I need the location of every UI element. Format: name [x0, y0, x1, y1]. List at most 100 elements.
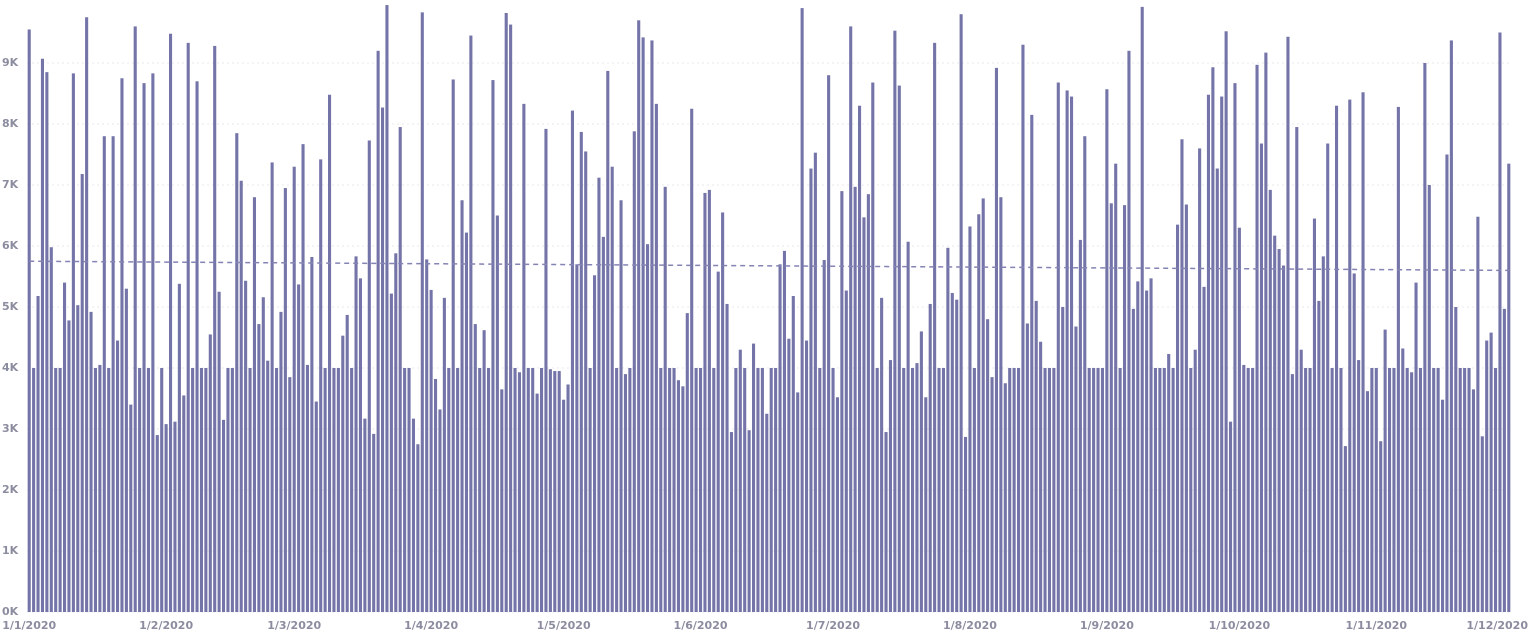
- x-tick-label: 1/6/2020: [674, 619, 728, 632]
- bar: [62, 282, 67, 612]
- bar: [385, 5, 389, 613]
- bar: [1432, 368, 1436, 612]
- bar: [85, 17, 89, 612]
- bar: [266, 360, 270, 612]
- bar: [376, 50, 380, 613]
- bar: [1405, 368, 1409, 612]
- bar: [725, 303, 729, 612]
- bar: [1065, 90, 1069, 612]
- bar: [482, 330, 486, 612]
- bar: [610, 166, 614, 612]
- bar: [1003, 383, 1007, 612]
- bar: [1467, 368, 1471, 612]
- bar: [1273, 235, 1277, 612]
- bar: [32, 368, 36, 612]
- bar: [49, 247, 53, 612]
- bar: [336, 368, 340, 612]
- bar: [160, 368, 164, 612]
- bar: [619, 200, 623, 612]
- bar: [279, 311, 283, 612]
- bar: [1259, 143, 1264, 612]
- bar: [98, 364, 102, 612]
- bar: [469, 35, 473, 613]
- bar: [358, 278, 363, 612]
- bar: [217, 291, 221, 612]
- bar: [698, 368, 703, 612]
- bar: [703, 192, 707, 612]
- bar: [36, 296, 40, 612]
- bar: [1458, 368, 1462, 612]
- bar: [380, 107, 385, 612]
- bar: [155, 435, 159, 612]
- bar: [394, 253, 398, 612]
- y-tick-label: 2K: [2, 483, 19, 496]
- bar: [800, 8, 804, 613]
- bar: [955, 299, 959, 612]
- bar: [650, 40, 654, 613]
- x-tick-label: 1/2/2020: [139, 619, 193, 632]
- labels: 0K 1K 2K 3K 4K 5K 6K 7K 8K 9K 1/1/2020 1/2/2020 1/3/…: [2, 56, 1528, 632]
- bar: [796, 392, 800, 612]
- bar: [1445, 154, 1449, 612]
- bar: [1056, 82, 1060, 612]
- bar: [963, 436, 968, 612]
- bar: [1149, 278, 1153, 612]
- bar: [570, 110, 575, 612]
- bar: [341, 335, 345, 612]
- bar: [685, 313, 689, 612]
- x-tick-label: 1/3/2020: [267, 619, 321, 632]
- bar: [1489, 332, 1493, 612]
- bar: [1109, 203, 1113, 613]
- bar: [504, 12, 508, 613]
- bar: [977, 214, 981, 612]
- bar: [1246, 368, 1250, 612]
- bar: [460, 200, 464, 612]
- x-tick-label: 1/10/2020: [1209, 619, 1271, 632]
- bar: [813, 152, 817, 613]
- bar: [548, 369, 552, 612]
- y-tick-label: 7K: [2, 178, 19, 191]
- bar: [1153, 368, 1158, 612]
- bar: [1008, 368, 1012, 612]
- bar: [252, 197, 257, 612]
- bar: [425, 259, 429, 612]
- bar: [645, 244, 650, 613]
- bar: [787, 338, 791, 612]
- bar: [539, 368, 544, 612]
- bar: [756, 368, 760, 612]
- bar: [588, 368, 592, 612]
- bar: [1502, 308, 1506, 612]
- bar: [1052, 368, 1056, 612]
- bar: [1379, 441, 1383, 612]
- bar: [327, 94, 332, 613]
- bar: [623, 374, 628, 612]
- bar: [1401, 348, 1405, 612]
- bar: [1440, 399, 1445, 612]
- bar: [906, 241, 910, 613]
- bar: [1463, 368, 1467, 612]
- bar: [857, 105, 862, 612]
- bar: [411, 418, 416, 612]
- bar: [429, 289, 433, 612]
- bar: [924, 397, 928, 612]
- bar: [818, 368, 822, 612]
- bar: [213, 45, 217, 613]
- bar: [45, 72, 49, 612]
- bar: [115, 340, 120, 612]
- bar: [1087, 368, 1091, 612]
- bar: [531, 368, 535, 612]
- bar: [1193, 349, 1197, 612]
- bar: [1374, 368, 1378, 612]
- bar: [862, 217, 866, 612]
- x-tick-label: 1/12/2020: [1466, 619, 1528, 632]
- bar: [350, 368, 354, 612]
- bar: [1493, 368, 1498, 612]
- bar: [182, 395, 186, 612]
- bar: [946, 247, 950, 612]
- bar: [71, 73, 75, 613]
- bar: [1162, 368, 1166, 612]
- bar: [1220, 96, 1224, 613]
- bar: [1167, 353, 1171, 612]
- bar: [831, 368, 835, 612]
- bar: [1233, 83, 1237, 612]
